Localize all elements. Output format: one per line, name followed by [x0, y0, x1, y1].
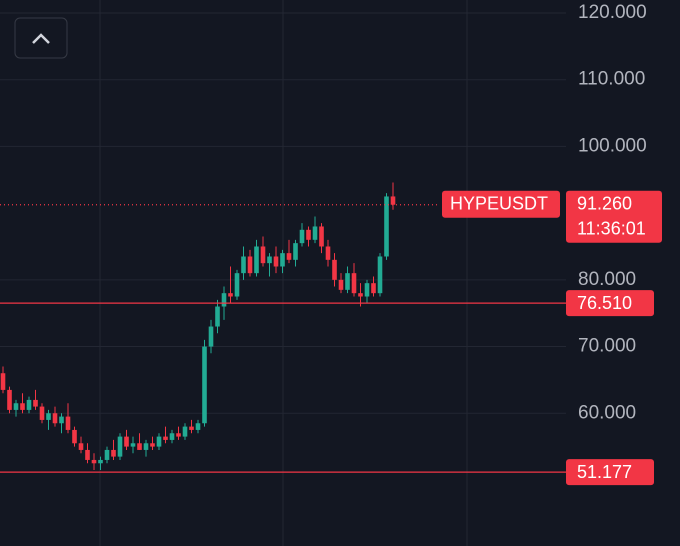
candle-body [364, 283, 370, 297]
candle-body [72, 429, 77, 444]
candle-body [260, 246, 266, 264]
candle-body [325, 246, 331, 260]
candle-body [7, 389, 12, 410]
overlays: 120.000 110.000 100.000 80.000 70.000 60.000 7… [0, 2, 662, 486]
candle-body [221, 293, 227, 307]
candle-body [189, 426, 194, 430]
candle-body [267, 256, 272, 264]
candle-body [234, 273, 240, 297]
price-tag [566, 190, 662, 243]
y-tick-label: 100.000 [578, 135, 647, 156]
candle-body [91, 459, 97, 464]
grid [0, 12, 566, 414]
candle-body [137, 443, 142, 450]
candle-body [59, 416, 64, 424]
candle-body [215, 306, 220, 327]
candle-body [98, 459, 103, 464]
y-tick-label: 80.000 [578, 269, 636, 290]
candle-body [156, 436, 162, 447]
candle-body [228, 293, 233, 297]
candle-body [306, 229, 311, 240]
candle-body [169, 433, 175, 440]
candle-body [319, 226, 324, 247]
y-tick-label: 70.000 [578, 336, 636, 357]
candle-body [176, 433, 181, 437]
candle-body [390, 196, 396, 205]
candle-body [26, 399, 32, 410]
candle-body [280, 253, 285, 267]
candle-body [371, 283, 376, 294]
candle-body [195, 423, 201, 430]
candle-body [111, 449, 116, 457]
candle-body [52, 413, 58, 424]
candle-body [78, 443, 84, 450]
y-tick-label: 60.000 [578, 402, 636, 423]
candle-body [85, 449, 90, 460]
candle-body [208, 326, 214, 347]
candle-body [33, 399, 38, 407]
candle-body [377, 256, 383, 294]
candle-body [273, 256, 279, 267]
candle-body [0, 373, 6, 390]
candle-body [13, 403, 19, 410]
level-label: 51.177 [577, 462, 632, 482]
collapse-button[interactable] [14, 17, 68, 59]
candle-body [202, 346, 207, 424]
candle-body [65, 416, 71, 430]
candle-body [345, 273, 350, 290]
candle-body [312, 226, 318, 240]
candle-body [358, 293, 363, 297]
candle-body [351, 273, 357, 294]
candle-body [104, 449, 110, 460]
level-tag [566, 459, 654, 486]
last-price-label: 91.260 [577, 193, 632, 213]
candle-body [124, 436, 129, 447]
y-tick-label: 120.000 [578, 2, 647, 23]
countdown-label: 11:36:01 [577, 218, 646, 238]
candle-body [247, 256, 253, 274]
candle-body [46, 413, 51, 420]
candle-body [163, 436, 168, 440]
candle-body [117, 436, 123, 457]
candle-body [293, 243, 298, 260]
y-tick-label: 110.000 [578, 69, 645, 90]
candle-body [39, 406, 45, 420]
chevron-up-icon[interactable] [32, 33, 50, 44]
button-frame[interactable] [14, 17, 68, 59]
candle-body [143, 443, 149, 450]
candle-body [286, 253, 292, 260]
level-tag [566, 290, 654, 317]
candle-body [20, 403, 25, 410]
candle-body [150, 443, 155, 447]
symbol-tag [442, 190, 560, 218]
level-label: 76.510 [577, 293, 632, 313]
candle-body [384, 196, 389, 257]
candle-body [332, 259, 337, 280]
candles [0, 182, 396, 470]
candle-body [130, 443, 136, 447]
candle-body [182, 426, 188, 437]
candle-body [338, 279, 344, 290]
candle-body [254, 246, 259, 274]
candle-body [241, 256, 246, 274]
candle-body [299, 229, 305, 244]
symbol-label: HYPEUSDT [450, 193, 548, 213]
